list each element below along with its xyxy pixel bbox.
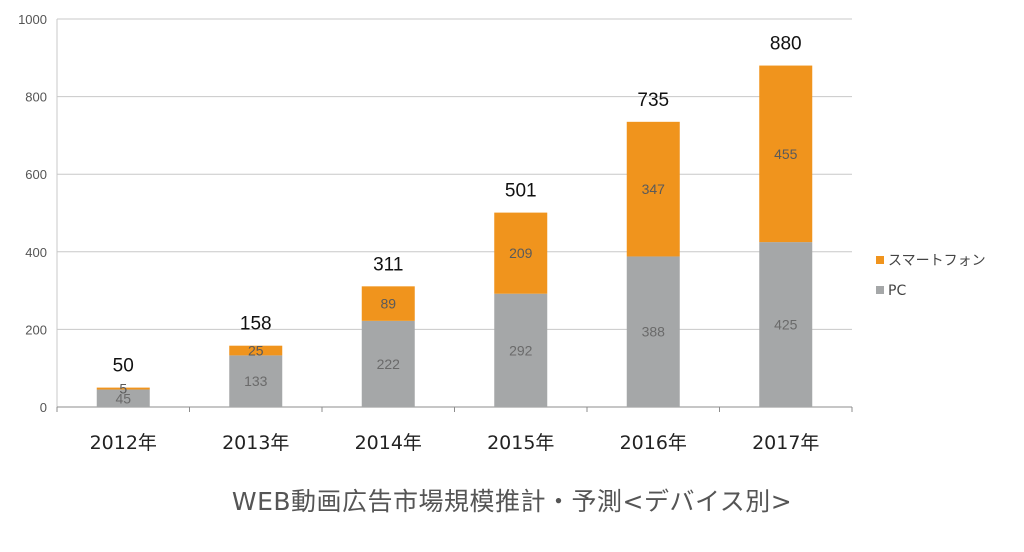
data-label-smartphone: 209 bbox=[509, 245, 533, 261]
data-label-total: 880 bbox=[770, 34, 802, 55]
data-label-pc: 292 bbox=[509, 342, 533, 358]
data-label-total: 311 bbox=[373, 254, 403, 275]
bar-segment-pc bbox=[96, 389, 150, 407]
bar-segment-smartphone bbox=[494, 212, 548, 294]
data-label-pc: 45 bbox=[115, 390, 131, 406]
legend-swatch-pc bbox=[876, 286, 884, 294]
y-tick-label: 800 bbox=[25, 90, 47, 105]
x-tick-label: 2012年 bbox=[90, 432, 157, 454]
bar-segment-pc bbox=[494, 293, 548, 407]
y-tick-label: 600 bbox=[25, 167, 47, 182]
x-tick-label: 2015年 bbox=[487, 432, 554, 454]
x-tick-label: 2016年 bbox=[620, 432, 687, 454]
data-label-total: 501 bbox=[505, 181, 537, 202]
legend-label-pc: PC bbox=[888, 283, 906, 299]
bar-segment-smartphone bbox=[759, 65, 813, 243]
data-label-pc: 425 bbox=[774, 317, 798, 333]
data-label-total: 50 bbox=[113, 356, 134, 377]
data-label-pc: 133 bbox=[244, 373, 268, 389]
legend-swatch-smartphone bbox=[876, 256, 884, 264]
data-label-pc: 388 bbox=[642, 324, 666, 340]
data-label-smartphone: 25 bbox=[248, 343, 264, 359]
legend-label-smartphone: スマートフォン bbox=[888, 253, 986, 269]
y-tick-label: 1000 bbox=[18, 12, 47, 27]
data-label-total: 158 bbox=[240, 314, 272, 335]
bar-segment-pc bbox=[229, 355, 283, 407]
y-tick-label: 0 bbox=[40, 400, 47, 415]
bar-segment-smartphone bbox=[361, 286, 415, 321]
bar-segment-smartphone bbox=[626, 121, 680, 257]
y-tick-label: 400 bbox=[25, 245, 47, 260]
data-label-smartphone: 347 bbox=[642, 181, 666, 197]
x-tick-label: 2017年 bbox=[752, 432, 819, 454]
bar-segment-pc bbox=[361, 320, 415, 407]
data-label-smartphone: 455 bbox=[774, 146, 798, 162]
chart-title: WEB動画広告市場規模推計・予測<デバイス別> bbox=[231, 487, 793, 516]
data-label-smartphone: 5 bbox=[119, 381, 127, 397]
x-tick-label: 2013年 bbox=[222, 432, 289, 454]
bar-segment-smartphone bbox=[229, 345, 283, 356]
data-label-smartphone: 89 bbox=[380, 296, 396, 312]
data-label-pc: 222 bbox=[377, 356, 401, 372]
x-tick-label: 2014年 bbox=[355, 432, 422, 454]
y-tick-label: 200 bbox=[25, 322, 47, 337]
bar-segment-smartphone bbox=[96, 387, 150, 390]
bar-segment-pc bbox=[759, 242, 813, 407]
data-label-total: 735 bbox=[637, 90, 669, 111]
bar-segment-pc bbox=[626, 256, 680, 407]
